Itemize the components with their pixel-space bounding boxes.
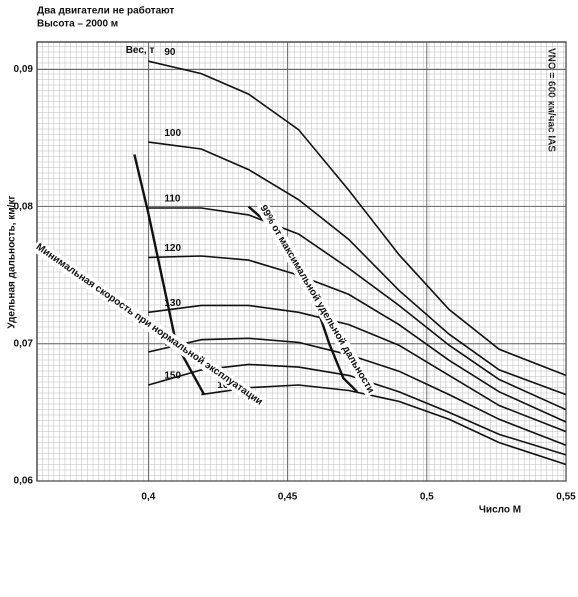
line <box>148 304 567 433</box>
series-label: 130 <box>164 298 181 309</box>
boundary-line <box>247 205 359 393</box>
line <box>201 384 567 466</box>
label-bg <box>31 239 267 410</box>
y-tick-label: 0,09 <box>14 64 34 75</box>
boundary-line <box>133 154 206 396</box>
y-tick-label: 0,06 <box>14 476 34 487</box>
x-tick-label: 0,4 <box>141 492 155 503</box>
weight-label: Вес, т <box>126 45 155 56</box>
x-tick-label: 0,5 <box>420 492 434 503</box>
label-bg <box>255 201 379 398</box>
series-label: 110 <box>164 194 181 205</box>
y-tick-label: 0,07 <box>14 338 34 349</box>
series-label: 90 <box>164 47 176 58</box>
line <box>148 60 567 377</box>
line <box>148 141 567 396</box>
x-axis-label: Число М <box>479 505 521 516</box>
series-label: 120 <box>164 243 181 254</box>
chart-title: Два двигатели не работают <box>37 5 174 17</box>
line <box>148 207 567 411</box>
y-axis-label: Удельная дальность, км/кг <box>7 195 18 328</box>
x-tick-label: 0,45 <box>278 492 298 503</box>
chart-subtitle: Высота – 2000 м <box>37 19 118 30</box>
line <box>148 255 567 423</box>
annotation: VNO = 600 км/час IAS <box>545 48 556 152</box>
y-tick-label: 0,08 <box>14 201 34 212</box>
x-tick-label: 0,55 <box>556 492 576 503</box>
series-label: 100 <box>164 128 181 139</box>
series-label: 150 <box>164 371 181 382</box>
